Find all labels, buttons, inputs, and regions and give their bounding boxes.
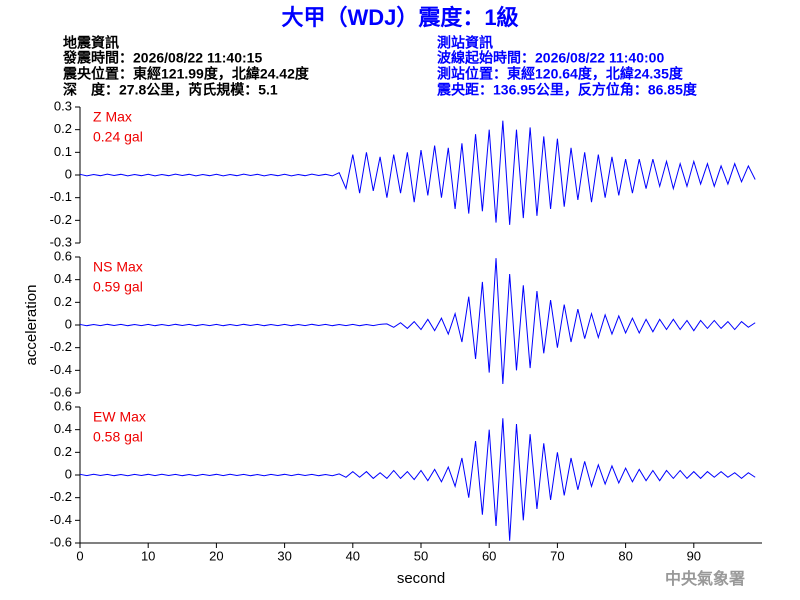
y-tick-label: 0.4 — [54, 421, 72, 436]
info-right: 測站資訊 — [437, 35, 493, 51]
info-left: 深 度：27.8公里，芮氏規模：5.1 — [63, 82, 278, 98]
y-tick-label: -0.2 — [50, 212, 72, 227]
x-tick-label: 50 — [414, 548, 428, 563]
panel-subtitle: 0.58 gal — [93, 429, 143, 445]
x-tick-label: 30 — [277, 548, 291, 563]
panel-subtitle: 0.24 gal — [93, 129, 143, 145]
y-tick-label: 0 — [65, 166, 72, 181]
waveform — [79, 120, 756, 225]
page-title: 大甲（WDJ）震度：1級 — [281, 5, 518, 30]
y-tick-label: 0 — [65, 466, 72, 481]
y-tick-label: 0.3 — [54, 98, 72, 113]
y-tick-label: -0.4 — [50, 362, 72, 377]
x-tick-label: 10 — [141, 548, 155, 563]
y-tick-label: 0.2 — [54, 294, 72, 309]
x-tick-label: 80 — [618, 548, 632, 563]
info-left: 發震時間：2026/08/22 11:40:15 — [62, 50, 262, 66]
waveform — [79, 258, 756, 384]
y-tick-label: -0.4 — [50, 512, 72, 527]
y-tick-label: -0.2 — [50, 339, 72, 354]
y-tick-label: 0.6 — [54, 398, 72, 413]
y-tick-label: -0.6 — [50, 384, 72, 399]
panel-title: EW Max — [93, 409, 146, 425]
panel-subtitle: 0.59 gal — [93, 279, 143, 295]
y-tick-label: 0.4 — [54, 271, 72, 286]
info-right: 波線起始時間：2026/08/22 11:40:00 — [437, 50, 664, 66]
x-tick-label: 20 — [209, 548, 223, 563]
y-tick-label: -0.6 — [50, 534, 72, 549]
x-tick-label: 0 — [76, 548, 83, 563]
y-tick-label: 0.2 — [54, 444, 72, 459]
info-right: 測站位置：東經120.64度，北緯24.35度 — [437, 66, 684, 82]
x-tick-label: 60 — [482, 548, 496, 563]
x-tick-label: 40 — [346, 548, 360, 563]
x-axis-label: second — [397, 570, 445, 587]
panel-title: NS Max — [93, 259, 143, 275]
y-tick-label: 0 — [65, 316, 72, 331]
y-tick-label: -0.3 — [50, 234, 72, 249]
y-tick-label: 0.1 — [54, 144, 72, 159]
panel-title: Z Max — [93, 109, 132, 125]
x-tick-label: 70 — [550, 548, 564, 563]
info-left: 地震資訊 — [63, 35, 119, 51]
footer: 中央氣象署 — [665, 569, 745, 588]
x-tick-label: 90 — [687, 548, 701, 563]
y-tick-label: -0.1 — [50, 189, 72, 204]
waveform — [79, 418, 756, 541]
info-left: 震央位置：東經121.99度，北緯24.42度 — [62, 66, 310, 82]
y-tick-label: 0.6 — [54, 248, 72, 263]
y-axis-label: acceleration — [23, 285, 40, 366]
y-tick-label: 0.2 — [54, 121, 72, 136]
y-tick-label: -0.2 — [50, 489, 72, 504]
info-right: 震央距：136.95公里，反方位角：86.85度 — [436, 82, 698, 98]
